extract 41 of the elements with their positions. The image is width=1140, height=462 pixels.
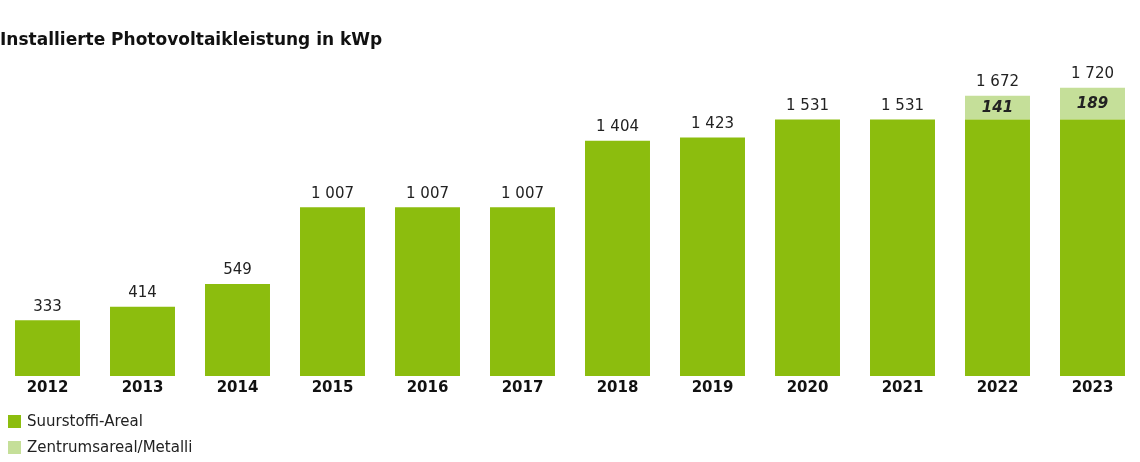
x-tick-label: 2013 [121, 377, 164, 396]
x-tick-label: 2019 [691, 377, 734, 396]
bar [965, 119, 1030, 376]
x-tick-label: 2015 [311, 377, 354, 396]
bar [300, 207, 365, 376]
bar [775, 119, 840, 376]
x-tick-label: 2023 [1071, 377, 1114, 396]
x-tick-label: 2020 [786, 377, 829, 396]
total-label: 1 007 [406, 183, 449, 202]
x-tick-label: 2017 [501, 377, 544, 396]
data-label: 141 [981, 97, 1014, 116]
total-label: 1 720 [1071, 64, 1114, 83]
x-tick-label: 2012 [26, 377, 69, 396]
x-tick-label: 2021 [881, 377, 924, 396]
bar [15, 320, 80, 376]
bar [395, 207, 460, 376]
total-label: 1 404 [596, 117, 639, 136]
x-tick-label: 2022 [976, 377, 1019, 396]
bar [1060, 119, 1125, 376]
bar [110, 306, 175, 376]
total-label: 333 [33, 296, 62, 315]
total-label: 1 007 [501, 183, 544, 202]
legend-label: Suurstoffi-Areal [27, 412, 143, 430]
total-label: 414 [128, 283, 157, 302]
bar [870, 119, 935, 376]
total-label: 1 531 [786, 95, 829, 114]
total-label: 1 423 [691, 113, 734, 132]
bar [585, 140, 650, 376]
legend-label: Zentrumsareal/Metalli [27, 438, 193, 456]
bar [680, 137, 745, 376]
chart-title: Installierte Photovoltaikleistung in kWp [0, 28, 383, 49]
total-label: 1 007 [311, 183, 354, 202]
total-label: 549 [223, 260, 252, 279]
bar [490, 207, 555, 376]
x-tick-label: 2014 [216, 377, 259, 396]
data-label: 189 [1076, 93, 1109, 112]
total-label: 1 672 [976, 72, 1019, 91]
x-tick-label: 2016 [406, 377, 449, 396]
total-label: 1 531 [881, 95, 924, 114]
x-tick-label: 2018 [596, 377, 639, 396]
bar [205, 284, 270, 376]
